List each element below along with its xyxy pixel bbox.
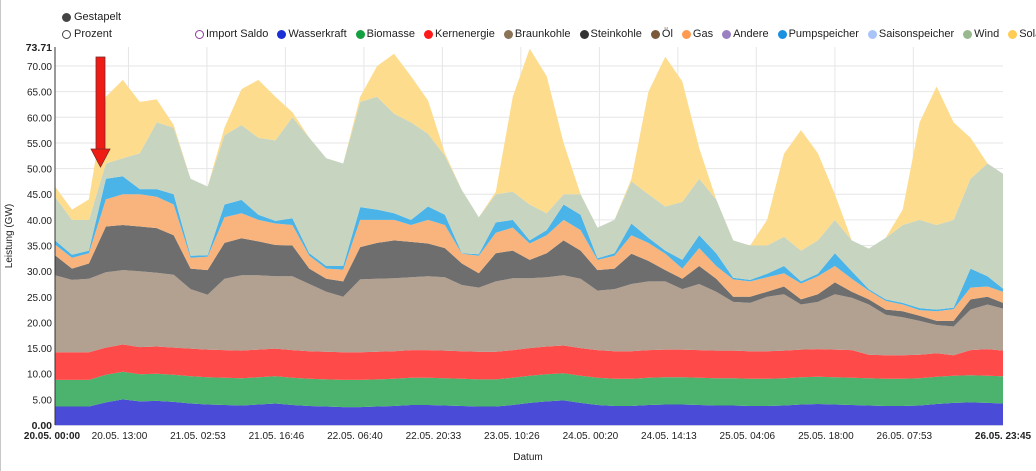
legend-item--l[interactable]: Öl: [650, 28, 673, 40]
legend-label: Braunkohle: [514, 28, 571, 40]
legend-dot-icon: [277, 29, 287, 39]
y-tick-label: 65.00: [27, 88, 52, 99]
legend-label: Solar: [1019, 28, 1036, 40]
y-tick-label: 10.00: [27, 370, 52, 381]
legend-dot-icon: [195, 29, 204, 39]
legend-label: Wasserkraft: [288, 28, 347, 40]
legend-dot-icon: [579, 29, 589, 39]
y-tick-label: 30.00: [27, 267, 52, 278]
x-tick-label: 26.05. 23:45: [975, 431, 1032, 442]
x-tick-label: 20.05. 13:00: [92, 431, 148, 442]
legend-dot-icon: [963, 29, 973, 39]
legend-item-biomasse[interactable]: Biomasse: [355, 28, 415, 40]
area-solar[interactable]: [55, 48, 1003, 251]
legend-item-import-saldo[interactable]: Import Saldo: [195, 28, 268, 40]
y-tick-label: 60.00: [27, 113, 52, 124]
legend-item-gas[interactable]: Gas: [681, 28, 714, 40]
x-axis-title: Datum: [513, 452, 542, 463]
area-braunkohle[interactable]: [55, 270, 1003, 356]
legend-item-wasserkraft[interactable]: Wasserkraft: [277, 28, 347, 40]
mode-stacked-label: Gestapelt: [74, 11, 122, 23]
mode-stacked-radio[interactable]: Gestapelt: [62, 11, 121, 23]
legend-label: Andere: [733, 28, 769, 40]
y-tick-label: 40.00: [27, 216, 52, 227]
legend-item-braunkohle[interactable]: Braunkohle: [503, 28, 571, 40]
legend-item-kernenergie[interactable]: Kernenergie: [423, 28, 495, 40]
legend-item-wind[interactable]: Wind: [963, 28, 999, 40]
area-pumpspeicher[interactable]: [55, 176, 1003, 312]
legend-label: Pumpspeicher: [788, 28, 859, 40]
x-tick-label: 25.05. 04:06: [720, 431, 776, 442]
area-wasserkraft[interactable]: [55, 399, 1003, 425]
y-tick-label: 45.00: [27, 190, 52, 201]
legend-dot-icon: [355, 29, 365, 39]
legend-dot-icon: [503, 29, 513, 39]
x-tick-label: 25.05. 18:00: [798, 431, 854, 442]
area-wind[interactable]: [55, 96, 1003, 310]
legend-item-saisonspeicher[interactable]: Saisonspeicher: [867, 28, 955, 40]
legend-label: Kernenergie: [434, 28, 495, 40]
x-tick-label: 21.05. 02:53: [170, 431, 226, 442]
y-tick-label: 25.00: [27, 293, 52, 304]
legend-item-pumpspeicher[interactable]: Pumpspeicher: [777, 28, 859, 40]
x-tick-label: 22.05. 20:33: [406, 431, 462, 442]
area-biomasse[interactable]: [55, 371, 1003, 408]
y-tick-label: 35.00: [27, 242, 52, 253]
x-tick-label: 24.05. 14:13: [641, 431, 697, 442]
legend-label: Wind: [974, 28, 1000, 40]
area-steinkohle[interactable]: [55, 225, 1003, 327]
legend-dot-icon: [681, 29, 691, 39]
y-tick-label: 70.00: [27, 62, 52, 73]
y-tick-label: 0.00: [32, 420, 53, 432]
legend-dot-icon: [650, 29, 660, 39]
annotation-arrow-icon: [90, 56, 111, 168]
y-tick-label: 5.00: [33, 395, 53, 406]
legend-dot-icon: [423, 29, 433, 39]
areas: [55, 48, 1003, 425]
x-tick-label: 24.05. 00:20: [563, 431, 619, 442]
legend-label: Import Saldo: [206, 28, 269, 40]
x-tick-label: 23.05. 10:26: [484, 431, 540, 442]
y-tick-label: 15.00: [27, 344, 52, 355]
legend-dot-icon: [777, 29, 787, 39]
x-tick-label: 22.05. 06:40: [327, 431, 383, 442]
legend-label: Biomasse: [366, 28, 415, 40]
y-tick-label: 50.00: [27, 165, 52, 176]
area-gas[interactable]: [55, 194, 1003, 321]
x-tick-label: 21.05. 16:46: [249, 431, 305, 442]
mode-percent-label: Prozent: [74, 28, 112, 40]
legend-item-steinkohle[interactable]: Steinkohle: [579, 28, 642, 40]
legend-dot-icon: [1008, 29, 1018, 39]
legend-dot-icon: [867, 29, 877, 39]
radio-filled-icon: [62, 12, 71, 22]
legend-label: Gas: [692, 28, 714, 40]
x-tick-label: 20.05. 00:00: [24, 431, 81, 442]
legend: Import Saldo Wasserkraft Biomasse Kernenerg…: [195, 28, 1036, 40]
legend-item-andere[interactable]: Andere: [722, 28, 769, 40]
legend-label: Öl: [661, 28, 673, 40]
legend-item-solar[interactable]: Solar: [1008, 28, 1036, 40]
x-tick-label: 26.05. 07:53: [877, 431, 933, 442]
y-tick-label: 20.00: [27, 318, 52, 329]
mode-percent-radio[interactable]: Prozent: [62, 28, 112, 40]
area-kernenergie[interactable]: [55, 344, 1003, 380]
y-tick-label: 55.00: [27, 139, 52, 150]
legend-dot-icon: [722, 29, 732, 39]
radio-empty-icon: [62, 29, 71, 39]
y-axis-title: Leistung (GW): [4, 204, 15, 268]
legend-label: Steinkohle: [590, 28, 642, 40]
legend-label: Saisonspeicher: [878, 28, 955, 40]
y-tick-label: 73.71: [26, 42, 52, 54]
